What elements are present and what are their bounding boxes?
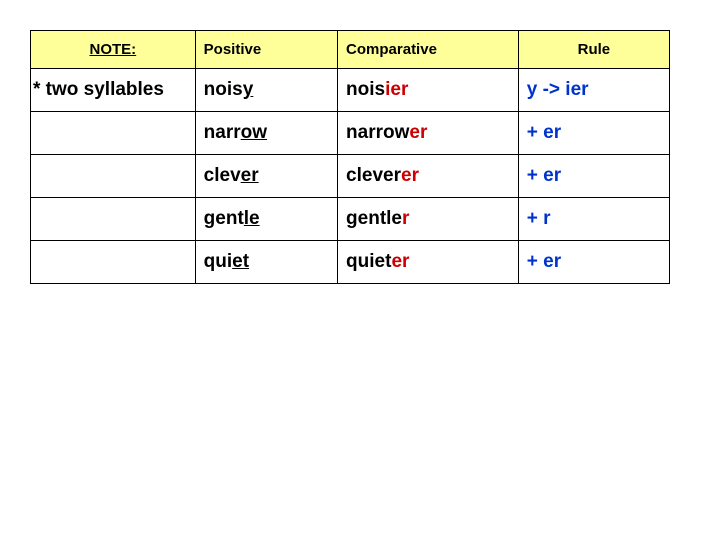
header-rule: Rule <box>518 31 669 69</box>
header-note: NOTE: <box>31 31 196 69</box>
comparative-suffix: ier <box>385 79 408 100</box>
positive-stem: clev <box>204 165 241 186</box>
comparative-stem: nois <box>346 79 385 100</box>
comparative-suffix: er <box>391 251 409 272</box>
comparative-suffix: r <box>402 208 409 229</box>
rule-cell: + er <box>518 241 669 284</box>
positive-cell: gentle <box>195 198 337 241</box>
comparative-suffix: er <box>401 165 419 186</box>
comparative-cell: gentler <box>338 198 519 241</box>
positive-ending: er <box>241 165 259 186</box>
positive-stem: nois <box>204 79 243 100</box>
positive-cell: noisy <box>195 69 337 112</box>
table-row: clever cleverer + er <box>31 155 670 198</box>
comparative-stem: narrow <box>346 122 409 143</box>
comparative-stem: gentle <box>346 208 402 229</box>
header-positive: Positive <box>195 31 337 69</box>
comparative-cell: narrower <box>338 112 519 155</box>
positive-stem: gent <box>204 208 244 229</box>
comparatives-table: NOTE: Positive Comparative Rule * two sy… <box>30 30 670 284</box>
table-row: * two syllables noisy noisier y -> ier <box>31 69 670 112</box>
positive-stem: qui <box>204 251 233 272</box>
rule-text: + er <box>527 122 561 143</box>
rule-cell: + er <box>518 112 669 155</box>
positive-cell: narrow <box>195 112 337 155</box>
rule-cell: y -> ier <box>518 69 669 112</box>
table-header-row: NOTE: Positive Comparative Rule <box>31 31 670 69</box>
table-row: narrow narrower + er <box>31 112 670 155</box>
rule-cell: + er <box>518 155 669 198</box>
comparative-cell: cleverer <box>338 155 519 198</box>
note-cell-empty <box>31 155 196 198</box>
note-cell-empty <box>31 198 196 241</box>
table-row: gentle gentler + r <box>31 198 670 241</box>
positive-ending: ow <box>241 122 267 143</box>
positive-stem: narr <box>204 122 241 143</box>
positive-cell: quiet <box>195 241 337 284</box>
header-comparative: Comparative <box>338 31 519 69</box>
table-row: quiet quieter + er <box>31 241 670 284</box>
comparative-stem: clever <box>346 165 401 186</box>
comparative-cell: noisier <box>338 69 519 112</box>
positive-ending: y <box>243 79 254 100</box>
comparative-cell: quieter <box>338 241 519 284</box>
comparative-suffix: er <box>409 122 427 143</box>
rule-text: + er <box>527 165 561 186</box>
positive-ending: et <box>232 251 249 272</box>
rule-cell: + r <box>518 198 669 241</box>
rule-text: + er <box>527 251 561 272</box>
rule-text: + r <box>527 208 551 229</box>
comparative-stem: quiet <box>346 251 391 272</box>
positive-cell: clever <box>195 155 337 198</box>
note-cell-empty <box>31 112 196 155</box>
positive-ending: le <box>244 208 260 229</box>
note-cell: * two syllables <box>31 69 196 112</box>
rule-text: y -> ier <box>527 79 589 100</box>
note-cell-empty <box>31 241 196 284</box>
